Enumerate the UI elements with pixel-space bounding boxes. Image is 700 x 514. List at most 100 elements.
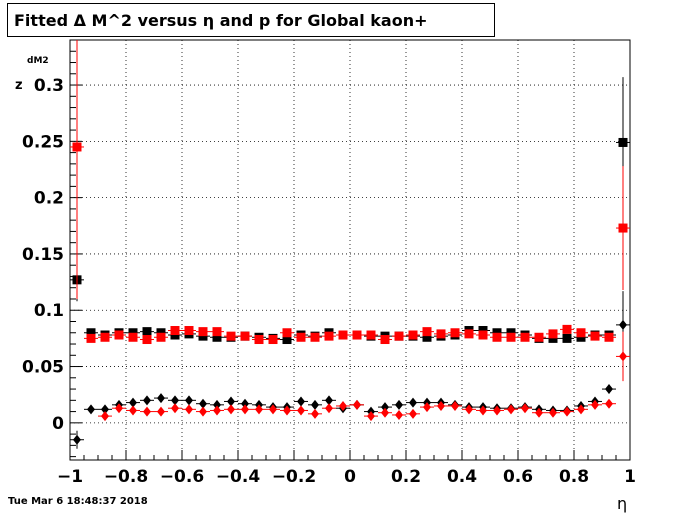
data-point xyxy=(157,406,165,417)
data-point xyxy=(226,331,236,341)
data-point xyxy=(227,404,235,415)
data-point xyxy=(548,329,558,339)
data-point xyxy=(269,404,277,415)
data-point xyxy=(395,409,403,420)
data-point xyxy=(562,333,572,343)
data-point xyxy=(520,332,530,342)
data-point xyxy=(128,332,138,342)
data-point xyxy=(184,326,194,336)
data-point xyxy=(241,404,249,415)
data-point xyxy=(422,332,432,342)
data-point xyxy=(255,404,263,415)
data-point xyxy=(297,405,305,416)
data-point xyxy=(268,335,278,345)
x-tick-label: 0.8 xyxy=(559,467,589,487)
data-point xyxy=(493,405,501,416)
data-point xyxy=(395,399,403,410)
data-point xyxy=(450,328,460,338)
x-tick-label: −0.8 xyxy=(104,467,148,487)
timestamp: Tue Mar 6 18:48:37 2018 xyxy=(8,496,148,507)
y-tick-label: 0.3 xyxy=(34,76,64,96)
data-point xyxy=(549,407,557,418)
data-point xyxy=(338,330,348,340)
data-point xyxy=(618,137,628,147)
data-point xyxy=(213,405,221,416)
data-point xyxy=(479,405,487,416)
data-point xyxy=(605,384,613,395)
data-point xyxy=(324,331,334,341)
data-point xyxy=(128,328,138,338)
data-point xyxy=(241,398,249,409)
y-tick-label: 0.25 xyxy=(22,132,64,152)
data-point xyxy=(464,329,474,339)
data-point xyxy=(590,331,600,341)
data-point xyxy=(353,399,361,410)
y-tick-label: 0 xyxy=(52,414,64,434)
data-point xyxy=(605,398,613,409)
y-axis-label-subscript: dM2 xyxy=(27,56,49,66)
data-point xyxy=(604,332,614,342)
data-point xyxy=(422,327,432,337)
x-tick-label: −0.6 xyxy=(160,467,204,487)
y-tick-label: 0.1 xyxy=(34,301,64,321)
data-point xyxy=(423,402,431,413)
data-point xyxy=(409,397,417,408)
data-point xyxy=(311,399,319,410)
data-point xyxy=(129,405,137,416)
data-point xyxy=(129,397,137,408)
data-point xyxy=(283,405,291,416)
y-tick-label: 0.15 xyxy=(22,245,64,265)
data-point xyxy=(576,328,586,338)
x-tick-label: −0.2 xyxy=(272,467,316,487)
data-point xyxy=(366,330,376,340)
data-point xyxy=(296,332,306,342)
data-point xyxy=(311,408,319,419)
data-point xyxy=(199,398,207,409)
data-point xyxy=(437,400,445,411)
data-point xyxy=(86,333,96,343)
x-tick-label: 0 xyxy=(344,467,356,487)
x-tick-label: 0.2 xyxy=(391,467,421,487)
data-point xyxy=(465,404,473,415)
data-point xyxy=(409,408,417,419)
data-point xyxy=(87,404,95,415)
data-point xyxy=(591,399,599,410)
data-point xyxy=(213,399,221,410)
data-point xyxy=(142,335,152,345)
data-point xyxy=(563,406,571,417)
chart-title: Fitted Δ M^2 versus η and p for Global k… xyxy=(14,11,428,30)
data-point xyxy=(325,403,333,414)
data-point xyxy=(521,403,529,414)
data-point xyxy=(436,329,446,339)
data-point xyxy=(297,396,305,407)
data-point xyxy=(185,404,193,415)
data-point xyxy=(478,326,488,336)
data-point xyxy=(506,328,516,338)
data-point xyxy=(170,326,180,336)
data-point xyxy=(198,327,208,337)
data-point xyxy=(115,403,123,414)
data-point xyxy=(619,319,627,330)
x-tick-label: −1 xyxy=(57,467,83,487)
data-point xyxy=(171,395,179,406)
data-point xyxy=(142,327,152,337)
data-point xyxy=(227,396,235,407)
data-point xyxy=(507,404,515,415)
data-point xyxy=(310,332,320,342)
data-point xyxy=(478,330,488,340)
data-point xyxy=(577,404,585,415)
data-point xyxy=(199,406,207,417)
data-point xyxy=(143,406,151,417)
data-point xyxy=(451,400,459,411)
data-point xyxy=(156,328,166,338)
x-tick-label: −0.4 xyxy=(216,467,261,487)
data-point xyxy=(101,404,109,415)
x-tick-label: 0.4 xyxy=(447,467,477,487)
title-box: Fitted Δ M^2 versus η and p for Global k… xyxy=(7,3,495,37)
data-point xyxy=(325,395,333,406)
data-point xyxy=(339,400,347,411)
data-point xyxy=(380,335,390,345)
data-point xyxy=(254,335,264,345)
data-point xyxy=(170,330,180,340)
